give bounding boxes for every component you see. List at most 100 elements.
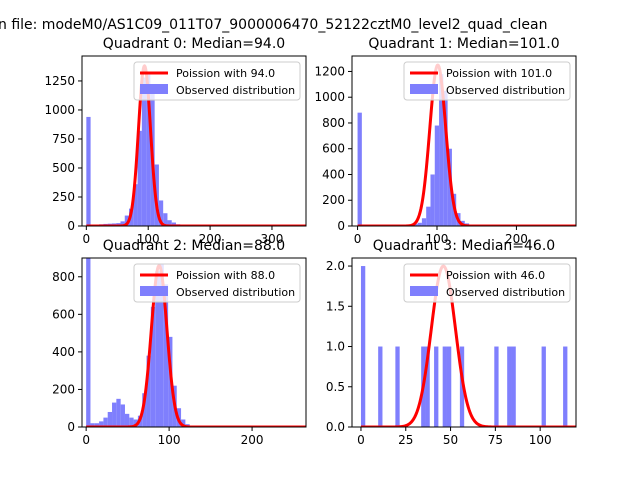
histogram-bar [459, 346, 465, 427]
legend-entry: Observed distribution [446, 286, 565, 299]
y-tick-label: 2.0 [326, 259, 345, 273]
subplot-2: Quadrant 2: Median=88.0 0 100 200 0 200 400 600… [52, 238, 307, 447]
histogram-bar [146, 71, 151, 226]
legend-patch-swatch [410, 84, 438, 94]
histogram-bar [112, 402, 117, 427]
histogram-bar [439, 74, 444, 226]
y-tick-label: 1.5 [326, 299, 345, 313]
axes-frame [351, 257, 577, 428]
histogram-bar [116, 398, 121, 427]
legend-patch-swatch [140, 286, 168, 296]
histogram-bar [357, 112, 362, 226]
histogram-bar [159, 263, 164, 427]
x-tick-label: 0 [354, 232, 362, 246]
histogram-bar [163, 284, 169, 427]
legend-entry: Observed distribution [176, 84, 295, 97]
histogram-bar [129, 417, 134, 427]
histogram-bar [507, 346, 512, 427]
subplot-title: Quadrant 0: Median=94.0 [103, 36, 285, 52]
histogram-bar [421, 218, 427, 226]
y-tick-label: 1000 [314, 90, 345, 104]
histogram-bar [103, 417, 108, 427]
y-tick-label: 200 [322, 193, 345, 207]
x-tick-label: 200 [241, 433, 264, 447]
x-tick-label: 100 [137, 232, 160, 246]
x-tick-label: 200 [505, 232, 528, 246]
x-tick-label: 200 [199, 232, 222, 246]
subplot-title: Quadrant 1: Median=101.0 [368, 36, 559, 52]
histogram-bar [417, 222, 422, 226]
legend: Poission with 101.0 Observed distribution [403, 61, 571, 101]
legend-entry: Poission with 94.0 [176, 67, 275, 80]
legend-patch-swatch [410, 286, 438, 296]
histogram-bar [425, 346, 430, 427]
histogram-bar [94, 423, 100, 427]
legend-patch-swatch [140, 84, 168, 94]
histogram-bar [563, 346, 568, 427]
figure-suptitle: n file: modeM0/AS1C09_011T07_9000006470_… [0, 17, 547, 33]
histogram-bar [511, 346, 516, 427]
histogram-bar [430, 174, 435, 226]
histogram-bar [158, 200, 164, 226]
y-tick-label: 600 [52, 307, 75, 321]
subplot-1: Quadrant 1: Median=101.0 0 100 200 0 200 400 60… [314, 36, 577, 246]
histogram-bar [360, 266, 366, 427]
histogram-bar [378, 346, 383, 427]
y-tick-label: 800 [322, 116, 345, 130]
y-tick-label: 400 [52, 345, 75, 359]
histogram-bar [124, 215, 130, 226]
histogram-bar [395, 346, 400, 427]
axes-frame [351, 55, 577, 227]
histogram-bar [133, 184, 138, 226]
histogram-bar [155, 271, 160, 427]
histogram-bar [141, 77, 147, 226]
histogram-bar [442, 346, 447, 427]
subplot-0: Quadrant 0: Median=94.0 0 100 200 300 0 250 500… [44, 36, 307, 246]
y-tick-label: 200 [52, 382, 75, 396]
axes-frame [81, 55, 307, 227]
subplot-title: Quadrant 2: Median=88.0 [103, 238, 285, 254]
histogram-bar [120, 404, 125, 427]
histogram-bar [86, 116, 91, 226]
legend-box [403, 263, 571, 303]
y-tick-label: 500 [52, 161, 75, 175]
legend-entry: Observed distribution [176, 286, 295, 299]
legend: Poission with 88.0 Observed distribution [133, 263, 301, 303]
y-tick-label: 800 [52, 270, 75, 284]
histogram-bar [146, 355, 151, 427]
histogram-bar [124, 413, 130, 427]
axes-frame [81, 257, 307, 428]
histogram-bar [99, 421, 104, 427]
histogram-bar [86, 258, 91, 427]
y-tick-label: 0.5 [326, 380, 345, 394]
plot-area [85, 258, 306, 427]
y-tick-label: 400 [322, 167, 345, 181]
histogram-bar [120, 221, 125, 226]
y-tick-label: 600 [322, 142, 345, 156]
x-tick-label: 300 [261, 232, 284, 246]
y-tick-label: 0 [337, 219, 345, 233]
x-tick-label: 50 [443, 433, 458, 447]
y-tick-label: 750 [52, 132, 75, 146]
subplot-3: Quadrant 3: Median=46.0 0 25 50 75 100 0.0 0.5 1… [326, 238, 577, 447]
legend-entry: Poission with 101.0 [446, 67, 552, 80]
histogram-bar [107, 411, 113, 427]
y-tick-label: 0 [67, 219, 75, 233]
histogram-bar [434, 346, 439, 427]
x-tick-label: 100 [426, 232, 449, 246]
y-tick-label: 1.0 [326, 340, 345, 354]
subplots: Quadrant 0: Median=94.00 100 200 3000250500… [44, 36, 577, 447]
y-tick-label: 1250 [44, 74, 75, 88]
histogram-bar [142, 393, 147, 427]
x-tick-label: 100 [529, 433, 552, 447]
y-tick-label: 1000 [44, 103, 75, 117]
x-tick-label: 25 [398, 433, 413, 447]
histogram-bar [413, 224, 418, 226]
histogram-bar [137, 130, 142, 226]
x-tick-label: 100 [158, 433, 181, 447]
legend-box [133, 263, 301, 303]
legend-entry: Poission with 46.0 [446, 269, 545, 282]
subplot-title: Quadrant 3: Median=46.0 [373, 238, 555, 254]
histogram-bar [171, 222, 176, 226]
